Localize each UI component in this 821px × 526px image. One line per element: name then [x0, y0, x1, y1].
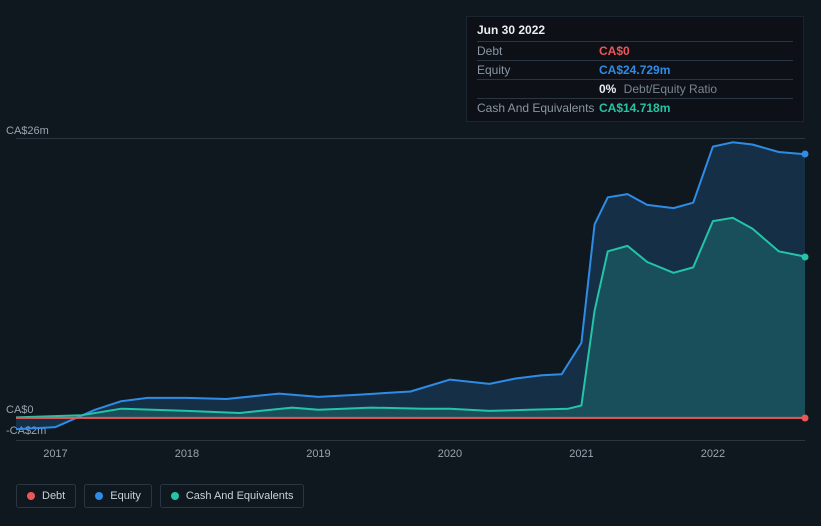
chart-tooltip: Jun 30 2022 DebtCA$0EquityCA$24.729m0% D…	[466, 16, 804, 122]
chart-legend: Debt Equity Cash And Equivalents	[16, 484, 304, 508]
tooltip-row-extra: Debt/Equity Ratio	[620, 82, 717, 96]
legend-dot-icon	[171, 492, 179, 500]
tooltip-row-value: 0% Debt/Equity Ratio	[599, 82, 717, 96]
y-axis-label: CA$26m	[6, 125, 49, 137]
tooltip-row: EquityCA$24.729m	[477, 60, 793, 79]
legend-label: Cash And Equivalents	[186, 490, 294, 502]
legend-item[interactable]: Equity	[84, 484, 152, 508]
legend-label: Equity	[110, 490, 141, 502]
x-axis-label: 2020	[438, 448, 462, 460]
x-axis-label: 2018	[175, 448, 199, 460]
grid-line-bottom	[16, 440, 805, 441]
x-axis-label: 2019	[306, 448, 330, 460]
tooltip-row-label	[477, 82, 599, 96]
legend-label: Debt	[42, 490, 65, 502]
x-axis-label: 2022	[701, 448, 725, 460]
tooltip-row-value: CA$24.729m	[599, 63, 670, 77]
legend-dot-icon	[27, 492, 35, 500]
tooltip-row: Cash And EquivalentsCA$14.718m	[477, 98, 793, 117]
area-chart	[16, 138, 805, 440]
tooltip-row-label: Cash And Equivalents	[477, 101, 599, 115]
x-axis-label: 2021	[569, 448, 593, 460]
tooltip-row-label: Equity	[477, 63, 599, 77]
tooltip-row: 0% Debt/Equity Ratio	[477, 79, 793, 98]
series-end-dot	[802, 414, 809, 421]
legend-item[interactable]: Cash And Equivalents	[160, 484, 305, 508]
tooltip-row-value: CA$14.718m	[599, 101, 670, 115]
x-axis: 2017 2018 2019 2020 2021 2022	[16, 448, 805, 464]
x-axis-label: 2017	[43, 448, 67, 460]
legend-dot-icon	[95, 492, 103, 500]
tooltip-date: Jun 30 2022	[477, 23, 793, 41]
tooltip-row-label: Debt	[477, 44, 599, 58]
legend-item[interactable]: Debt	[16, 484, 76, 508]
tooltip-row-value: CA$0	[599, 44, 630, 58]
tooltip-row: DebtCA$0	[477, 41, 793, 60]
series-end-dot	[802, 151, 809, 158]
series-end-dot	[802, 253, 809, 260]
